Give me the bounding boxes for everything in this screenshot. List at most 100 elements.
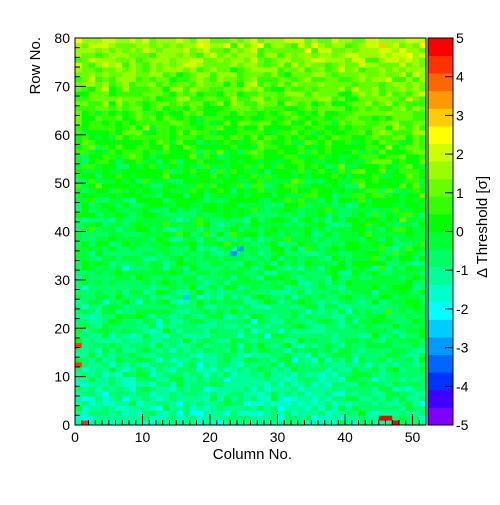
heatmap-cell xyxy=(311,57,319,63)
heatmap-cell xyxy=(122,226,130,232)
heatmap-cell xyxy=(284,337,292,344)
heatmap-cell xyxy=(405,420,413,426)
heatmap-cell xyxy=(331,371,339,378)
heatmap-cell xyxy=(169,420,177,426)
heatmap-cell xyxy=(102,115,110,121)
heatmap-cell xyxy=(304,362,312,368)
heatmap-cell xyxy=(351,241,359,247)
heatmap-cell xyxy=(122,100,130,107)
heatmap-cell xyxy=(345,129,353,136)
heatmap-cell xyxy=(102,67,110,73)
heatmap-cell xyxy=(372,299,380,305)
heatmap-cell xyxy=(324,86,332,92)
heatmap-cell xyxy=(95,328,103,334)
heatmap-cell xyxy=(115,115,123,121)
heatmap-cell xyxy=(365,395,373,402)
heatmap-cell xyxy=(291,400,299,407)
heatmap-cell xyxy=(264,366,272,373)
heatmap-cell xyxy=(81,362,89,368)
heatmap-cell xyxy=(81,313,89,319)
heatmap-cell xyxy=(88,294,96,300)
heatmap-cell xyxy=(291,178,299,184)
heatmap-cell xyxy=(203,207,211,213)
heatmap-cell xyxy=(372,313,380,319)
heatmap-cell xyxy=(169,381,177,387)
heatmap-cell xyxy=(142,168,150,174)
heatmap-cell xyxy=(399,71,407,78)
heatmap-cell xyxy=(162,250,170,257)
heatmap-cell xyxy=(270,400,278,407)
heatmap-cell xyxy=(230,260,238,266)
heatmap-cell xyxy=(216,241,224,247)
heatmap-cell xyxy=(250,304,258,310)
heatmap-cell xyxy=(223,333,231,339)
heatmap-cell xyxy=(392,57,400,63)
heatmap-cell xyxy=(392,410,400,416)
heatmap-cell xyxy=(142,337,150,344)
heatmap-cell xyxy=(169,216,177,223)
heatmap-cell xyxy=(203,391,211,397)
heatmap-cell xyxy=(378,57,386,63)
heatmap-cell xyxy=(338,362,346,368)
heatmap-cell xyxy=(405,100,413,107)
heatmap-cell xyxy=(102,91,110,97)
heatmap-cell xyxy=(243,115,251,121)
colorbar-segment xyxy=(428,266,453,285)
heatmap-cell xyxy=(338,105,346,111)
heatmap-cell xyxy=(412,420,420,426)
heatmap-cell xyxy=(284,178,292,184)
heatmap-cell xyxy=(162,202,170,208)
heatmap-cell xyxy=(338,76,346,82)
heatmap-cell xyxy=(243,212,251,218)
heatmap-cell xyxy=(297,270,305,276)
heatmap-cell xyxy=(149,115,157,121)
heatmap-cell xyxy=(270,154,278,160)
heatmap-cell xyxy=(351,149,359,155)
heatmap-cell xyxy=(264,187,272,194)
heatmap-cell xyxy=(156,125,164,131)
heatmap-cell xyxy=(81,134,89,140)
heatmap-cell xyxy=(108,308,116,315)
heatmap-cell xyxy=(203,76,211,82)
heatmap-cell xyxy=(115,47,123,53)
heatmap-cell xyxy=(291,71,299,78)
heatmap-cell xyxy=(162,134,170,140)
heatmap-cell xyxy=(311,410,319,416)
heatmap-cell xyxy=(237,279,245,286)
heatmap-cell xyxy=(149,376,157,382)
y-tick-label: 80 xyxy=(54,30,70,46)
heatmap-cell xyxy=(311,158,319,165)
heatmap-cell xyxy=(412,52,420,58)
heatmap-cell xyxy=(405,405,413,411)
heatmap-cell xyxy=(115,415,123,421)
heatmap-cell xyxy=(264,357,272,363)
heatmap-cell xyxy=(250,265,258,271)
heatmap-cell xyxy=(297,173,305,179)
heatmap-cell xyxy=(237,62,245,68)
heatmap-cell xyxy=(149,357,157,363)
heatmap-cell xyxy=(75,115,83,121)
heatmap-cell xyxy=(176,221,184,228)
heatmap-cell xyxy=(365,308,373,315)
heatmap-cell xyxy=(196,71,204,78)
heatmap-cell xyxy=(257,279,265,286)
heatmap-cell xyxy=(81,81,89,87)
heatmap-cell xyxy=(243,154,251,160)
heatmap-cell xyxy=(230,236,238,242)
heatmap-cell xyxy=(385,207,393,213)
heatmap-cell xyxy=(243,183,251,189)
heatmap-cell xyxy=(419,173,427,179)
heatmap-cell xyxy=(284,183,292,189)
heatmap-cell xyxy=(169,149,177,155)
heatmap-cell xyxy=(162,279,170,286)
heatmap-cell xyxy=(378,173,386,179)
heatmap-cell xyxy=(419,125,427,131)
heatmap-cell xyxy=(284,270,292,276)
heatmap-cell xyxy=(223,362,231,368)
heatmap-cell xyxy=(81,265,89,271)
heatmap-cell xyxy=(270,275,278,281)
heatmap-cell xyxy=(216,173,224,179)
heatmap-cell xyxy=(365,304,373,310)
heatmap-cell xyxy=(284,255,292,261)
heatmap-cell xyxy=(230,202,238,208)
